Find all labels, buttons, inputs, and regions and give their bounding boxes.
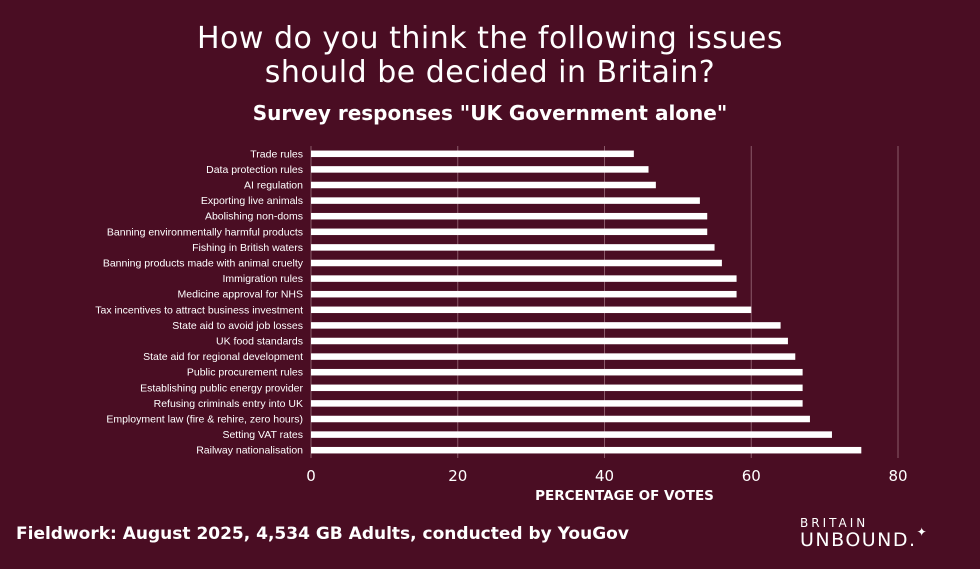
category-label-6: Fishing in British waters: [192, 242, 303, 254]
bar-13: [311, 353, 796, 360]
bar-9: [311, 290, 737, 298]
bar-5: [311, 228, 708, 236]
bar-14: [311, 368, 803, 376]
category-label-10: Tax incentives to attract business inves…: [95, 304, 303, 316]
category-label-19: Railway nationalisation: [196, 445, 303, 457]
bar-0: [311, 150, 634, 158]
bar-4: [311, 212, 708, 220]
brand-wordmark: UNBOUND: [800, 529, 910, 551]
bar-19: [311, 446, 862, 454]
category-label-3: Exporting live animals: [201, 195, 303, 207]
bar-17: [311, 415, 810, 423]
bar-3: [311, 197, 700, 204]
category-label-7: Banning products made with animal cruelt…: [103, 258, 304, 270]
x-tick-label-2: 40: [595, 467, 614, 485]
fieldwork-note: Fieldwork: August 2025, 4,534 GB Adults,…: [16, 524, 629, 544]
bar-16: [311, 400, 803, 407]
sparkle-icon: ✦: [916, 525, 929, 539]
brand-mark: .: [909, 529, 917, 551]
category-label-9: Medicine approval for NHS: [178, 289, 303, 301]
x-tick-label-3: 60: [742, 467, 761, 485]
bar-18: [311, 431, 832, 438]
category-label-15: Establishing public energy provider: [140, 382, 303, 394]
bar-12: [311, 337, 788, 345]
x-tick-label-1: 20: [448, 467, 467, 485]
brand-line-2: UNBOUND.✦: [800, 525, 970, 552]
category-label-4: Abolishing non-doms: [205, 211, 303, 223]
chart-title: How do you think the following issues sh…: [0, 22, 980, 90]
bar-10: [311, 306, 752, 314]
brand-line-1: BRITAIN: [800, 516, 869, 530]
title-line-1: How do you think the following issues: [197, 21, 783, 56]
x-tick-label-0: 0: [306, 467, 316, 485]
bar-7: [311, 259, 722, 267]
x-axis-title: PERCENTAGE OF VOTES: [535, 488, 714, 504]
bar-6: [311, 244, 715, 251]
brand-logo: BRITAIN UNBOUND.✦: [800, 516, 970, 552]
category-label-11: State aid to avoid job losses: [172, 320, 303, 332]
category-label-13: State aid for regional development: [143, 351, 303, 363]
category-label-0: Trade rules: [250, 148, 303, 160]
category-label-5: Banning environmentally harmful products: [107, 226, 303, 238]
category-label-8: Immigration rules: [222, 273, 303, 285]
category-label-1: Data protection rules: [206, 164, 303, 176]
category-label-18: Setting VAT rates: [222, 429, 303, 441]
bar-11: [311, 322, 781, 329]
category-label-12: UK food standards: [216, 336, 303, 348]
bar-2: [311, 181, 656, 189]
bar-1: [311, 166, 649, 173]
chart-subtitle: Survey responses "UK Government alone": [252, 101, 728, 125]
category-label-2: AI regulation: [244, 180, 303, 192]
category-label-16: Refusing criminals entry into UK: [154, 398, 303, 410]
bar-15: [311, 384, 803, 392]
bar-8: [311, 275, 737, 282]
x-tick-label-4: 80: [888, 467, 907, 485]
title-line-2: should be decided in Britain?: [264, 55, 716, 90]
category-label-14: Public procurement rules: [187, 367, 303, 379]
category-label-17: Employment law (fire & rehire, zero hour…: [106, 414, 303, 426]
